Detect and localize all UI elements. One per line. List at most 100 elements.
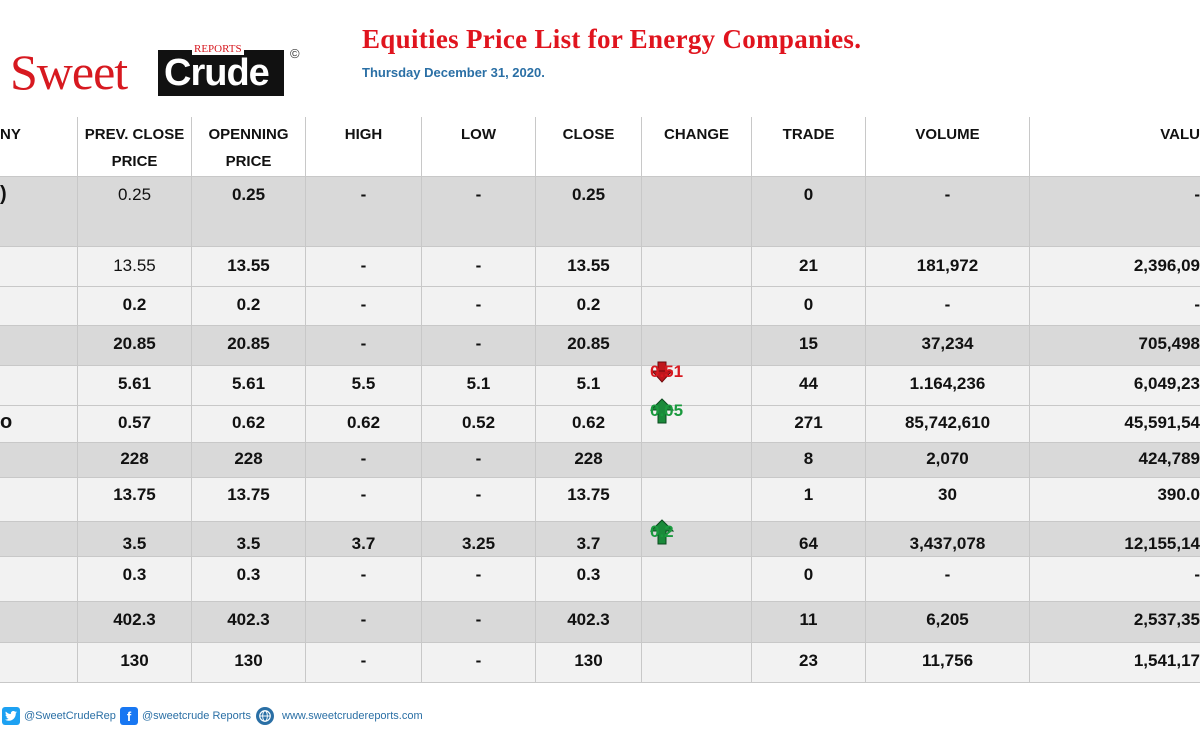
header-prev-close: PREV. CLOSE PRICE bbox=[78, 117, 192, 176]
cell-high: - bbox=[306, 177, 422, 246]
facebook-icon: f bbox=[120, 707, 138, 725]
cell-change: 0.51 bbox=[642, 361, 752, 405]
cell-trade: 23 bbox=[752, 643, 866, 682]
cell-trade: 8 bbox=[752, 443, 866, 477]
cell-change bbox=[642, 443, 752, 477]
cell-prev: 228 bbox=[78, 443, 192, 477]
cell-open: 13.75 bbox=[192, 478, 306, 521]
table-row: ) 0.25 0.25- -0.25 0- - bbox=[0, 177, 1200, 247]
cell-prev: 13.55 bbox=[78, 247, 192, 286]
cell-close: 0.25 bbox=[536, 177, 642, 246]
cell-company bbox=[0, 366, 78, 405]
cell-value: 705,498 bbox=[1138, 334, 1200, 353]
cell-change: 0.2 bbox=[642, 519, 752, 556]
facebook-handle: @sweetcrude Reports bbox=[142, 710, 251, 722]
cell-value: 1,541,17 bbox=[1133, 651, 1200, 670]
table-row: 20.85 20.85- -20.85 15 37,234 705,498 bbox=[0, 326, 1200, 366]
cell-company bbox=[0, 287, 78, 325]
cell-value: 6,049,23 bbox=[1133, 374, 1200, 393]
cell-value: - bbox=[1194, 295, 1200, 314]
cell-company bbox=[0, 478, 78, 521]
cell-trade: 0 bbox=[752, 287, 866, 325]
cell-change bbox=[642, 177, 752, 246]
globe-icon bbox=[256, 707, 274, 725]
header-trade: TRADE bbox=[752, 117, 866, 176]
cell-high: - bbox=[306, 557, 422, 601]
cell-high: - bbox=[306, 326, 422, 365]
cell-close: 0.3 bbox=[536, 557, 642, 601]
twitter-handle: @SweetCrudeRep bbox=[24, 710, 116, 722]
cell-low: - bbox=[422, 287, 536, 325]
footer: @SweetCrudeRep f @sweetcrude Reports www… bbox=[0, 706, 1200, 726]
cell-value: 2,396,09 bbox=[1133, 256, 1200, 275]
cell-volume: 1.164,236 bbox=[866, 366, 1030, 405]
cell-trade: 271 bbox=[752, 406, 866, 442]
cell-high: - bbox=[306, 478, 422, 521]
cell-change: 0.05 bbox=[642, 398, 752, 442]
cell-company bbox=[0, 557, 78, 601]
table-row: 130 130- -130 23 11,756 1,541,17 bbox=[0, 643, 1200, 683]
cell-prev: 130 bbox=[78, 643, 192, 682]
footer-website[interactable]: www.sweetcrudereports.com bbox=[256, 706, 423, 726]
cell-change bbox=[642, 326, 752, 365]
cell-prev: 20.85 bbox=[78, 326, 192, 365]
cell-close: 228 bbox=[536, 443, 642, 477]
header-opening: OPENNING PRICE bbox=[192, 117, 306, 176]
cell-close: 3.7 bbox=[536, 522, 642, 556]
footer-twitter[interactable]: @SweetCrudeRep bbox=[2, 706, 116, 726]
cell-volume: - bbox=[866, 177, 1030, 246]
header-value: VALU bbox=[1160, 126, 1200, 143]
cell-trade: 44 bbox=[752, 366, 866, 405]
cell-volume: 6,205 bbox=[866, 602, 1030, 642]
cell-trade: 15 bbox=[752, 326, 866, 365]
cell-company: ) bbox=[0, 177, 78, 246]
cell-volume: 30 bbox=[866, 478, 1030, 521]
cell-open: 0.25 bbox=[192, 177, 306, 246]
cell-change bbox=[642, 247, 752, 286]
logo-reports: REPORTS bbox=[192, 43, 244, 55]
page-title: Equities Price List for Energy Companies… bbox=[362, 24, 862, 54]
table-row: o0.570.620.620.520.620.0527185,742,61045… bbox=[0, 398, 1200, 443]
footer-facebook[interactable]: f @sweetcrude Reports bbox=[120, 706, 251, 726]
cell-company bbox=[0, 643, 78, 682]
cell-low: - bbox=[422, 443, 536, 477]
cell-open: 13.55 bbox=[192, 247, 306, 286]
logo-crude: Crude bbox=[164, 52, 270, 94]
website-link: www.sweetcrudereports.com bbox=[282, 710, 423, 722]
header-low: LOW bbox=[422, 117, 536, 176]
cell-open: 228 bbox=[192, 443, 306, 477]
cell-close: 130 bbox=[536, 643, 642, 682]
cell-prev: 0.25 bbox=[78, 177, 192, 246]
header-close: CLOSE bbox=[536, 117, 642, 176]
copyright-mark: © bbox=[290, 46, 300, 61]
cell-close: 0.62 bbox=[536, 406, 642, 442]
cell-trade: 0 bbox=[752, 177, 866, 246]
twitter-icon bbox=[2, 707, 20, 725]
cell-volume: 3,437,078 bbox=[866, 522, 1030, 556]
header-volume: VOLUME bbox=[866, 117, 1030, 176]
cell-trade: 1 bbox=[752, 478, 866, 521]
cell-volume: 2,070 bbox=[866, 443, 1030, 477]
cell-open: 0.2 bbox=[192, 287, 306, 325]
cell-high: - bbox=[306, 287, 422, 325]
cell-volume: 85,742,610 bbox=[866, 406, 1030, 442]
cell-trade: 21 bbox=[752, 247, 866, 286]
cell-open: 20.85 bbox=[192, 326, 306, 365]
header-change: CHANGE bbox=[642, 117, 752, 176]
logo-sweet: Sweet bbox=[10, 44, 128, 100]
cell-close: 0.2 bbox=[536, 287, 642, 325]
table-row: 0.3 0.3- -0.3 0- - bbox=[0, 557, 1200, 602]
cell-value: - bbox=[1194, 565, 1200, 584]
cell-trade: 0 bbox=[752, 557, 866, 601]
cell-change bbox=[642, 557, 752, 601]
cell-high: - bbox=[306, 443, 422, 477]
cell-volume: 181,972 bbox=[866, 247, 1030, 286]
cell-low: - bbox=[422, 326, 536, 365]
table-header-row: NY PREV. CLOSE PRICE OPENNING PRICE HIGH L… bbox=[0, 117, 1200, 177]
cell-company: o bbox=[0, 406, 78, 442]
cell-value: 424,789 bbox=[1138, 449, 1200, 468]
cell-high: 5.5 bbox=[306, 366, 422, 405]
cell-value: 390.0 bbox=[1157, 485, 1200, 504]
table-row: 13.75 13.75- -13.75 1 30 390.0 bbox=[0, 478, 1200, 522]
